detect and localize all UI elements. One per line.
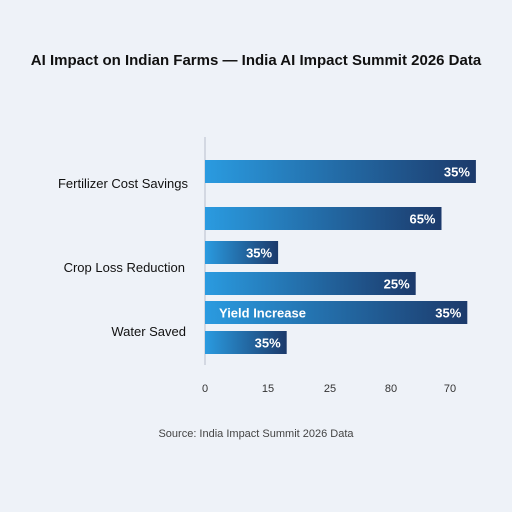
bar-value-label: 35%	[435, 306, 461, 321]
chart-title: AI Impact on Indian Farms — India AI Imp…	[30, 52, 482, 69]
chart-source: Source: India Impact Summit 2026 Data	[158, 428, 354, 440]
bar-3	[205, 241, 279, 264]
x-tick-label: 70	[444, 383, 456, 395]
x-tick-label: 25	[324, 383, 336, 395]
category-label: Fertilizer Cost Savings	[58, 176, 189, 191]
x-tick-label: 80	[385, 383, 397, 395]
bar-value-label: 35%	[246, 246, 272, 261]
bar-value-label: 65%	[409, 212, 435, 227]
bar-value-label: 25%	[384, 277, 410, 292]
bar-value-label: 35%	[444, 165, 470, 180]
bar-value-label: 35%	[255, 336, 281, 351]
bar-inline-label: Yield Increase	[219, 306, 306, 321]
x-tick-label: 15	[262, 383, 274, 395]
bar-4	[205, 272, 416, 295]
x-tick-label: 0	[202, 383, 208, 395]
bar-6	[205, 331, 287, 354]
bar-5	[205, 301, 468, 324]
category-label: Crop Loss Reduction	[64, 260, 185, 275]
bar-1	[205, 160, 476, 183]
bar-2	[205, 207, 442, 230]
category-label: Water Saved	[111, 324, 186, 339]
